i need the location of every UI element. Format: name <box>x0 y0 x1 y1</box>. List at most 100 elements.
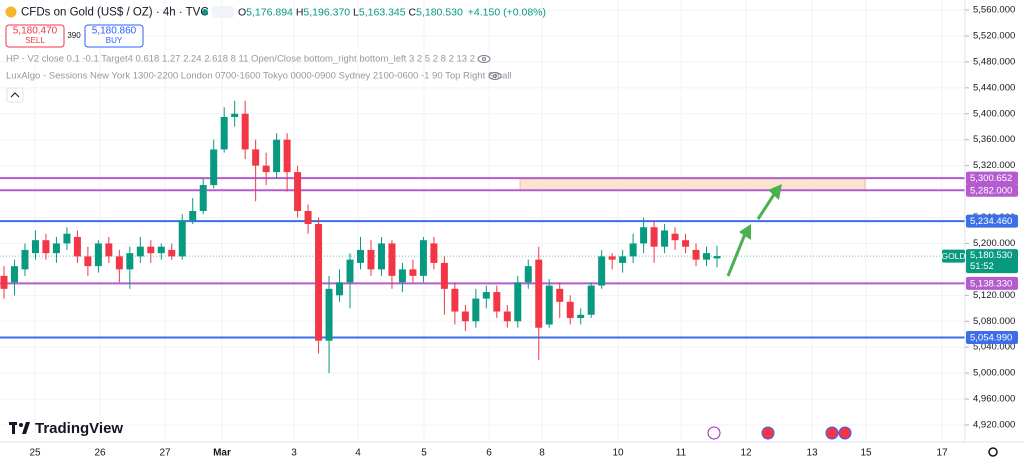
eye-outline <box>477 55 491 63</box>
ohlc-readout: O5,176.894 H5,196.370 L5,163.345 C5,180.… <box>238 6 546 18</box>
candle-body <box>388 243 396 276</box>
candle-body <box>451 288 459 312</box>
candle-body <box>357 249 364 263</box>
y-tick-label: 5,200.000 <box>973 238 1015 249</box>
logo-mark <box>12 422 15 434</box>
candle-body <box>168 249 176 257</box>
candle-body <box>461 311 469 322</box>
y-tick-label: 5,400.000 <box>973 108 1015 119</box>
event-icon[interactable] <box>825 426 839 440</box>
sell-button[interactable] <box>5 24 65 48</box>
candle-body <box>650 227 658 247</box>
countdown-label: 51:52 <box>970 261 994 272</box>
eye-icon[interactable] <box>488 72 502 80</box>
y-tick-label: 5,480.000 <box>973 56 1015 67</box>
candle-body <box>535 259 543 328</box>
collapse-button[interactable] <box>6 87 24 103</box>
arrow-head <box>768 184 782 200</box>
candle-body <box>629 243 637 257</box>
y-tick-label: 5,360.000 <box>973 134 1015 145</box>
candle-body <box>556 288 564 302</box>
eye-outline <box>488 72 502 80</box>
arrow-shaft <box>726 233 747 277</box>
event-icon[interactable] <box>707 426 721 440</box>
ohlc-label: O <box>238 6 246 18</box>
candle-body <box>115 256 123 270</box>
y-tick-label: 5,000.000 <box>973 368 1015 379</box>
eye-icon[interactable] <box>477 55 491 63</box>
projection-arrows <box>726 184 782 277</box>
buy-label: BUY <box>106 36 123 45</box>
candle-body <box>315 223 323 341</box>
candle-body <box>42 240 50 254</box>
candle-body <box>84 256 92 267</box>
level-badge <box>966 171 1018 185</box>
plot-layer <box>0 100 965 374</box>
level-badge-label: 5,234.460 <box>970 216 1012 227</box>
candle-body <box>482 292 490 299</box>
y-tick-label: 5,520.000 <box>973 30 1015 41</box>
candle-body <box>21 249 29 270</box>
candle-body <box>430 243 438 263</box>
y-tick-label: 5,040.000 <box>973 342 1015 353</box>
toggle[interactable] <box>212 6 234 18</box>
candle-body <box>283 139 291 173</box>
candle-body <box>598 256 606 286</box>
candle-body <box>336 282 344 296</box>
collapse-chevron <box>10 92 20 98</box>
eye-pupil <box>493 74 497 78</box>
buy-button[interactable] <box>84 24 144 48</box>
x-tick-label: 27 <box>159 448 171 459</box>
candle-body <box>63 233 71 244</box>
settings-icon[interactable] <box>988 447 998 457</box>
candle-body <box>73 236 81 257</box>
ohlc-value: 5,180.530 <box>416 6 463 18</box>
candle-body <box>231 113 239 117</box>
y-tick-label: 4,960.000 <box>973 394 1015 405</box>
candle-body <box>252 149 260 166</box>
candle-body <box>199 185 207 212</box>
candle-body <box>640 227 648 244</box>
candle-body <box>661 230 669 247</box>
candle-body <box>703 253 711 260</box>
y-tick-label: 4,920.000 <box>973 420 1015 431</box>
spread: 390 <box>67 31 81 40</box>
candle-body <box>682 240 690 247</box>
ohlc-label: C <box>409 6 417 18</box>
x-tick-label: 25 <box>29 448 41 459</box>
candle-body <box>587 285 595 315</box>
level-badge <box>966 214 1018 228</box>
candle-body <box>367 249 375 270</box>
candle-body <box>294 172 302 212</box>
candle-body <box>608 256 616 260</box>
candle-body <box>398 269 406 283</box>
eye-pupil <box>482 57 486 61</box>
change: +4.150 (+0.08%) <box>468 6 546 18</box>
arrow-head <box>739 224 751 240</box>
sell-price: 5,180.470 <box>13 26 58 37</box>
symbol-icon <box>5 6 17 18</box>
event-icon[interactable] <box>838 426 852 440</box>
candle-body <box>409 269 417 276</box>
candle-body <box>304 211 312 224</box>
ohlc-value: 5,163.345 <box>359 6 406 18</box>
candle-body <box>273 139 281 173</box>
symbol-badge <box>942 249 965 263</box>
candle-body <box>0 275 8 289</box>
ohlc-value: 5,176.894 <box>246 6 293 18</box>
candle-body <box>440 262 448 289</box>
x-tick-label: 4 <box>355 448 361 459</box>
candle-body <box>493 292 501 312</box>
x-tick-label: 3 <box>291 448 297 459</box>
target-zone <box>519 177 866 191</box>
level-badge-label: 5,282.000 <box>970 185 1012 196</box>
symbol-title: CFDs on Gold (US$ / OZ) · 4h · TVC <box>21 7 209 19</box>
candle-body <box>419 240 427 276</box>
candle-body <box>692 249 700 260</box>
y-tick-label: 5,560.000 <box>973 5 1015 16</box>
indicator-legend: LuxAlgo - Sessions New York 1300-2200 Lo… <box>6 71 512 82</box>
arrow-shaft <box>756 192 777 220</box>
event-icon[interactable] <box>761 426 775 440</box>
y-tick-label: 5,120.000 <box>973 290 1015 301</box>
